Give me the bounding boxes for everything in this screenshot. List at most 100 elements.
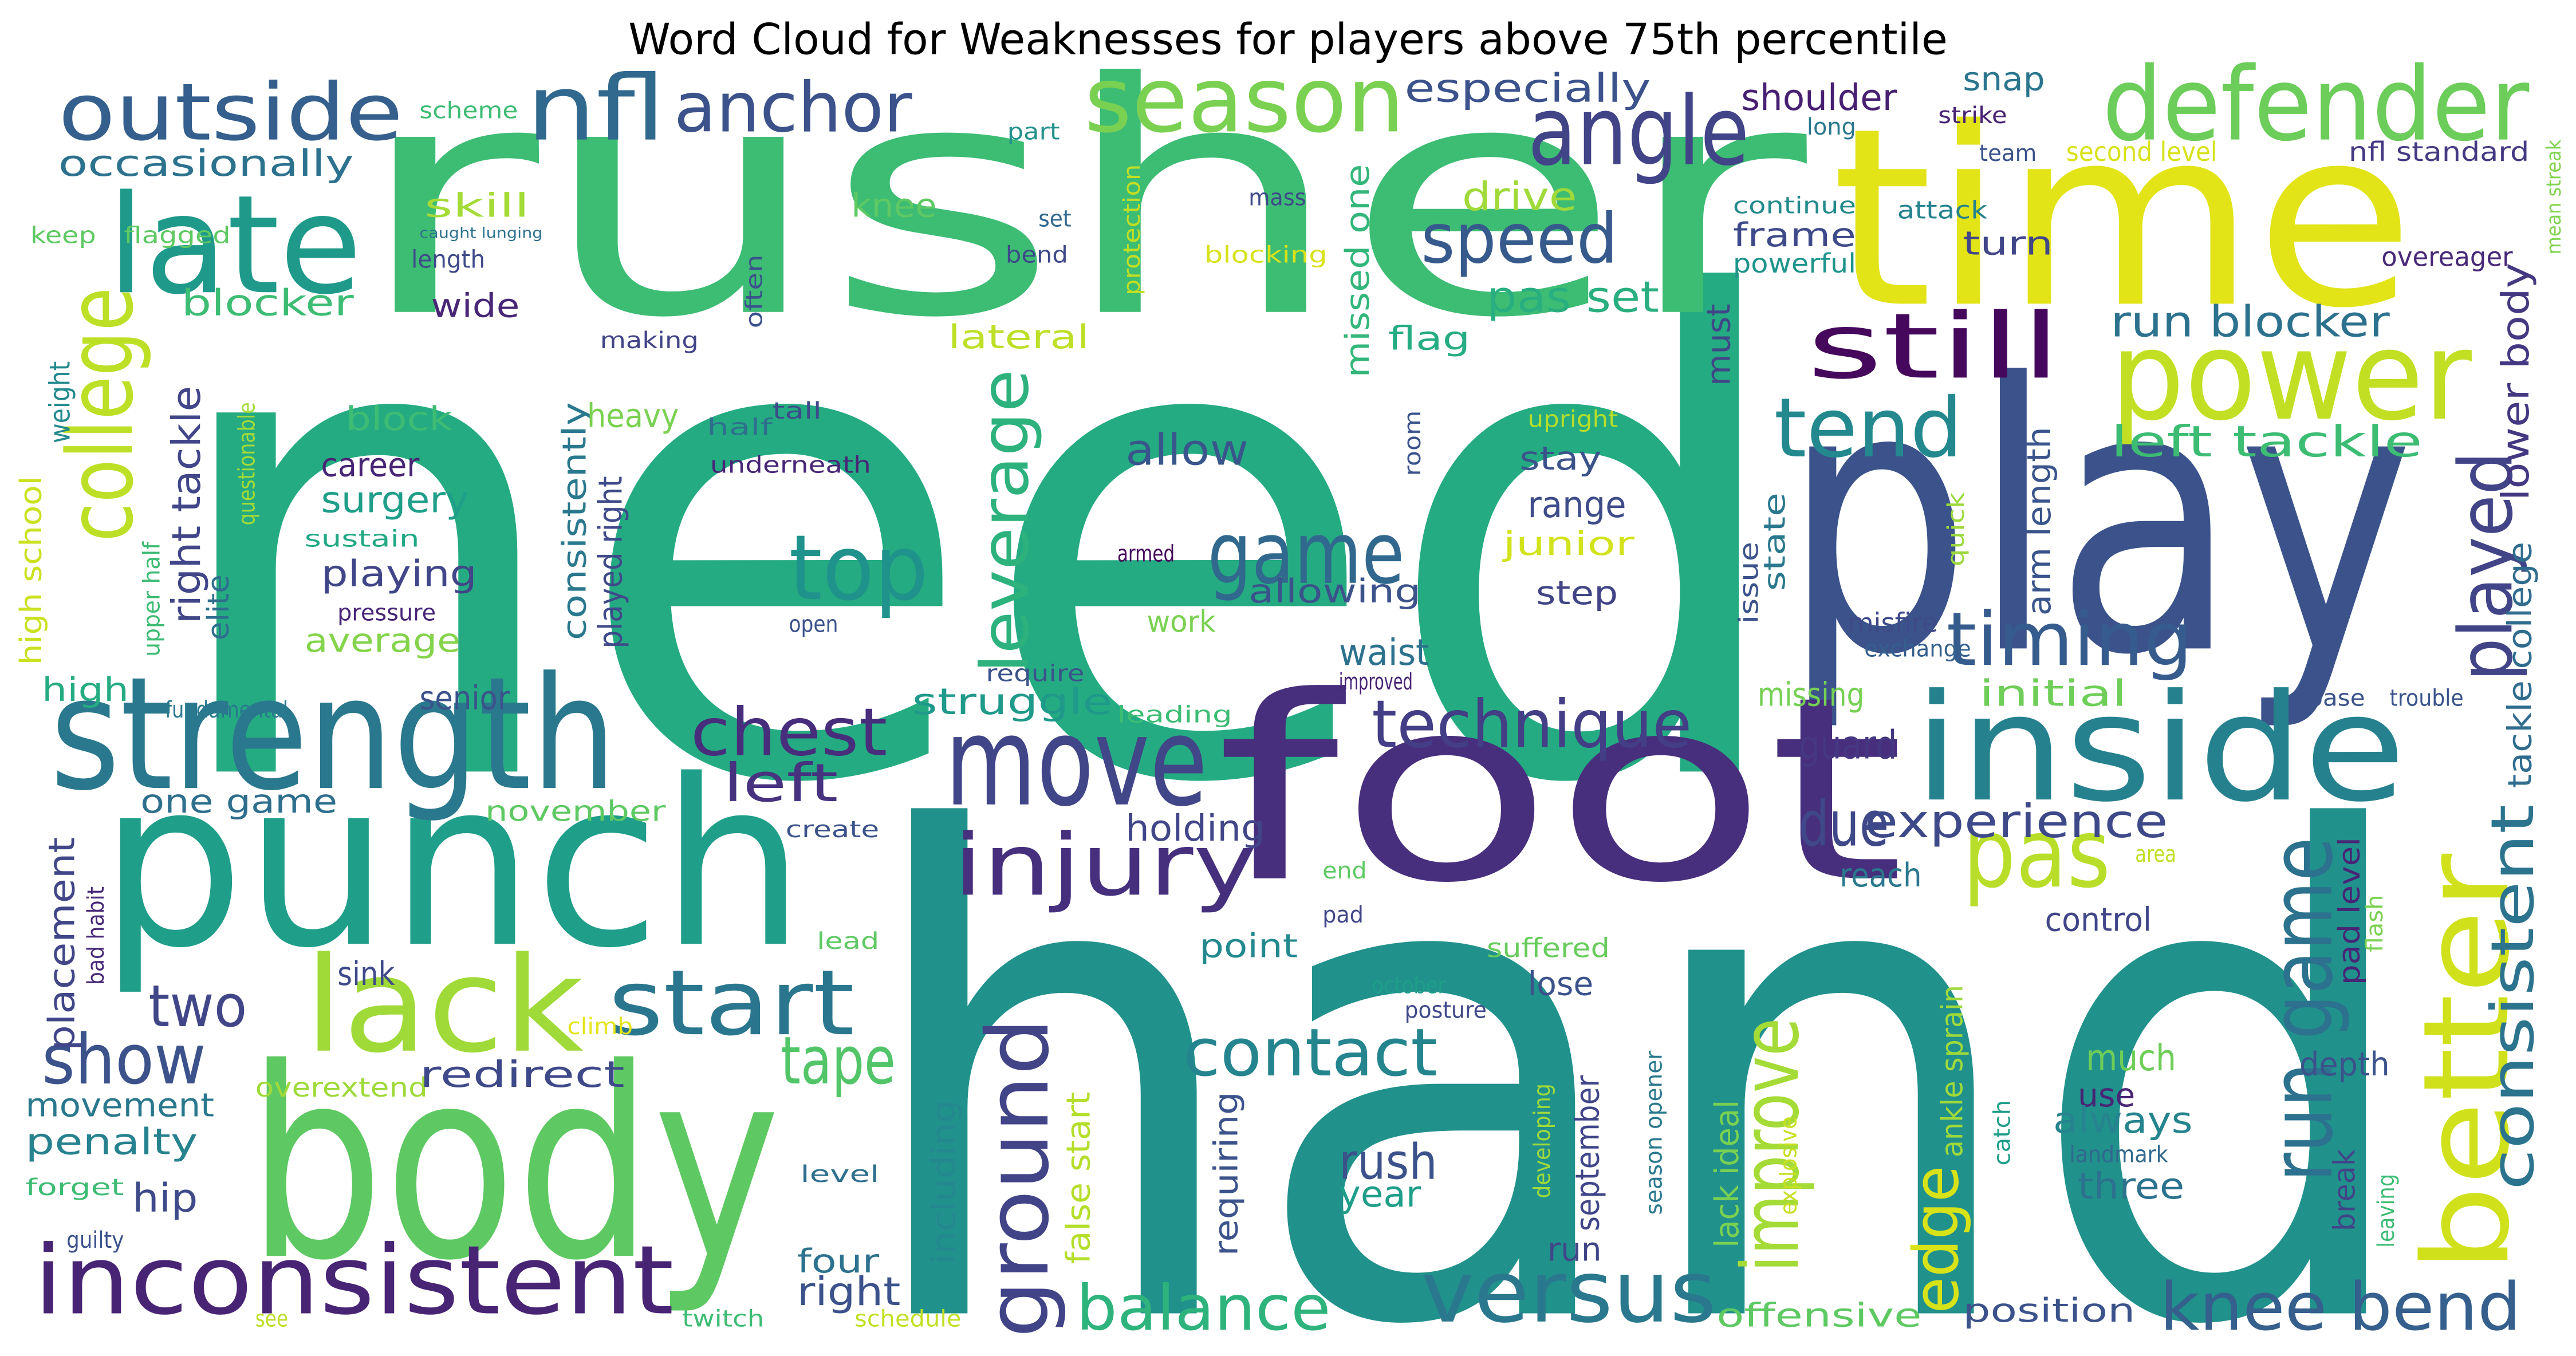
word: position (1963, 1291, 2135, 1330)
word: turn (1963, 224, 2053, 262)
word: game (1208, 504, 1405, 604)
word: flagged (124, 222, 230, 249)
word: move (945, 690, 1208, 834)
word: inside (1913, 663, 2406, 834)
word: angle (1528, 77, 1750, 187)
word: second level (2066, 136, 2217, 167)
word: trouble (2390, 685, 2464, 712)
word: issue (1733, 542, 1764, 624)
word: versus (1421, 1243, 1716, 1342)
word: four (797, 1242, 880, 1280)
word: hand (854, 696, 2423, 1356)
word: edge (1900, 1165, 1972, 1313)
word: show (42, 1020, 206, 1100)
chart-title: Word Cloud for Weaknesses for players ab… (628, 15, 1948, 65)
word: initial (1979, 672, 2127, 715)
word: range (1528, 483, 1626, 526)
word: pas set (1487, 273, 1659, 322)
word: often (742, 254, 768, 328)
word: holding (1125, 807, 1265, 849)
word: surgery (321, 478, 468, 521)
word: run game (2253, 837, 2352, 1182)
word: upper half (139, 541, 165, 657)
word: knee (851, 186, 936, 224)
word: senior (419, 679, 510, 717)
word: left (723, 752, 838, 814)
word: keep (30, 222, 96, 249)
word: pad (1322, 902, 1364, 928)
word: anchor (674, 68, 912, 148)
word: strength (50, 644, 616, 825)
word: two (148, 973, 247, 1040)
word: continue (1733, 193, 1856, 219)
word: blocker (182, 281, 354, 324)
word: injury (953, 816, 1257, 915)
word: misfire (1848, 608, 1939, 638)
word: length (411, 245, 485, 274)
word: level (801, 1161, 880, 1188)
word: october (1372, 972, 1445, 999)
word: lower body (2494, 263, 2538, 501)
word: tall (773, 398, 822, 424)
word: room (1400, 411, 1426, 476)
word: rusher (354, 15, 1812, 388)
word: season (1085, 48, 1405, 153)
word: much (2086, 1036, 2176, 1079)
word: team (1979, 140, 2037, 167)
word: forget (25, 1174, 124, 1201)
word: left tackle (2110, 417, 2423, 467)
word: consistent (2479, 805, 2547, 1191)
word: knee bend (2160, 1270, 2521, 1346)
word: overeager (2381, 241, 2512, 272)
word: tackle college (2501, 542, 2539, 788)
word: due (1799, 787, 1889, 860)
word: played (2443, 451, 2529, 681)
word: developing (1530, 1083, 1556, 1199)
word: flag (1388, 320, 1470, 358)
word: end (1322, 858, 1366, 884)
word: point (1199, 927, 1298, 965)
word: control (2045, 900, 2152, 939)
word: part (1007, 119, 1060, 145)
word: improved (1339, 669, 1413, 695)
word: making (600, 328, 699, 354)
word: occasionally (58, 142, 354, 184)
word: right (797, 1269, 901, 1315)
word: quick (1943, 492, 1970, 566)
word: lack ideal (1708, 1100, 1746, 1248)
word: guilty (66, 1227, 124, 1253)
word: weight (45, 361, 77, 443)
word: season opener (1641, 1050, 1668, 1215)
word: schedule (854, 1306, 961, 1332)
word: ground (969, 1018, 1068, 1338)
word: contact (1183, 1015, 1437, 1091)
word: posture (1405, 997, 1487, 1023)
word: right tackle (164, 386, 210, 624)
word: start (608, 951, 854, 1056)
word: work (1147, 605, 1216, 640)
word: average (305, 621, 460, 660)
word: one game (140, 782, 337, 821)
word: high school (14, 476, 49, 665)
word: lack (305, 929, 584, 1082)
word: powerful (1733, 248, 1856, 279)
word: lead (817, 928, 879, 955)
word: consistently (556, 402, 594, 640)
word: climb (567, 1014, 633, 1040)
word: false start (1059, 1091, 1098, 1264)
word: guard (1799, 722, 1897, 768)
word: must (1700, 303, 1738, 385)
word: chest (690, 695, 887, 771)
word: struggle (912, 680, 1112, 723)
word: snap (1963, 60, 2045, 98)
word: area (2135, 841, 2176, 868)
word: tape (781, 1023, 896, 1099)
word: require (986, 661, 1085, 687)
word: shoulder (1741, 76, 1897, 119)
word: ankle sprain (1935, 985, 1970, 1157)
word: need (157, 163, 1799, 927)
word: fundamental (165, 697, 288, 723)
word: mean streak (2543, 140, 2566, 255)
